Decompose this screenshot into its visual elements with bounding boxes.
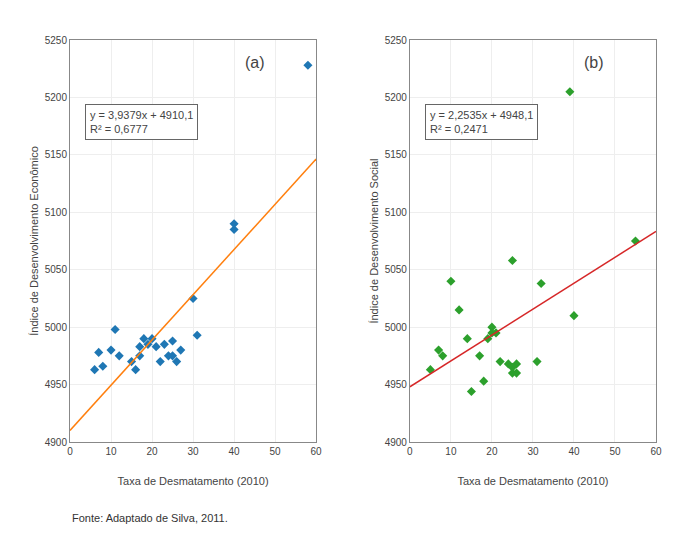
svg-text:30: 30 bbox=[187, 446, 199, 457]
svg-text:y = 2,2535x + 4948,1R² = 0,247: y = 2,2535x + 4948,1R² = 0,2471 bbox=[430, 109, 533, 135]
svg-text:5150: 5150 bbox=[385, 149, 408, 160]
svg-text:Taxa de Desmatamento (2010): Taxa de Desmatamento (2010) bbox=[118, 475, 269, 487]
svg-text:30: 30 bbox=[527, 446, 539, 457]
svg-text:10: 10 bbox=[445, 446, 457, 457]
svg-text:40: 40 bbox=[568, 446, 580, 457]
svg-text:5000: 5000 bbox=[385, 322, 408, 333]
svg-text:(b): (b) bbox=[584, 54, 604, 71]
svg-text:4950: 4950 bbox=[385, 379, 408, 390]
svg-text:20: 20 bbox=[486, 446, 498, 457]
svg-text:Fonte: Adaptado de Silva, 2011: Fonte: Adaptado de Silva, 2011. bbox=[72, 512, 228, 524]
svg-text:40: 40 bbox=[229, 446, 241, 457]
svg-text:5000: 5000 bbox=[45, 322, 68, 333]
svg-text:5250: 5250 bbox=[45, 35, 68, 46]
svg-text:0: 0 bbox=[67, 446, 73, 457]
svg-text:60: 60 bbox=[650, 446, 662, 457]
svg-text:5050: 5050 bbox=[385, 264, 408, 275]
svg-text:5100: 5100 bbox=[385, 207, 408, 218]
svg-text:5200: 5200 bbox=[45, 92, 68, 103]
svg-text:5150: 5150 bbox=[45, 149, 68, 160]
svg-text:y = 3,9379x + 4910,1R² = 0,677: y = 3,9379x + 4910,1R² = 0,6777 bbox=[90, 109, 193, 135]
svg-text:50: 50 bbox=[270, 446, 282, 457]
svg-text:0: 0 bbox=[407, 446, 413, 457]
svg-text:5100: 5100 bbox=[45, 207, 68, 218]
svg-text:5250: 5250 bbox=[385, 35, 408, 46]
svg-text:5200: 5200 bbox=[385, 92, 408, 103]
svg-text:Índice de Desenvolvimento Econ: Índice de Desenvolvimento Econômico bbox=[28, 146, 40, 336]
svg-text:60: 60 bbox=[311, 446, 323, 457]
svg-text:4900: 4900 bbox=[385, 437, 408, 448]
svg-text:20: 20 bbox=[146, 446, 158, 457]
svg-text:5050: 5050 bbox=[45, 264, 68, 275]
svg-text:Taxa de Desmatamento (2010): Taxa de Desmatamento (2010) bbox=[457, 475, 608, 487]
svg-text:4950: 4950 bbox=[45, 379, 68, 390]
svg-text:10: 10 bbox=[105, 446, 117, 457]
svg-text:50: 50 bbox=[609, 446, 621, 457]
svg-text:Índice de Desenvolvimento Soci: Índice de Desenvolvimento Social bbox=[368, 158, 380, 323]
svg-text:4900: 4900 bbox=[45, 437, 68, 448]
svg-text:(a): (a) bbox=[245, 54, 265, 71]
